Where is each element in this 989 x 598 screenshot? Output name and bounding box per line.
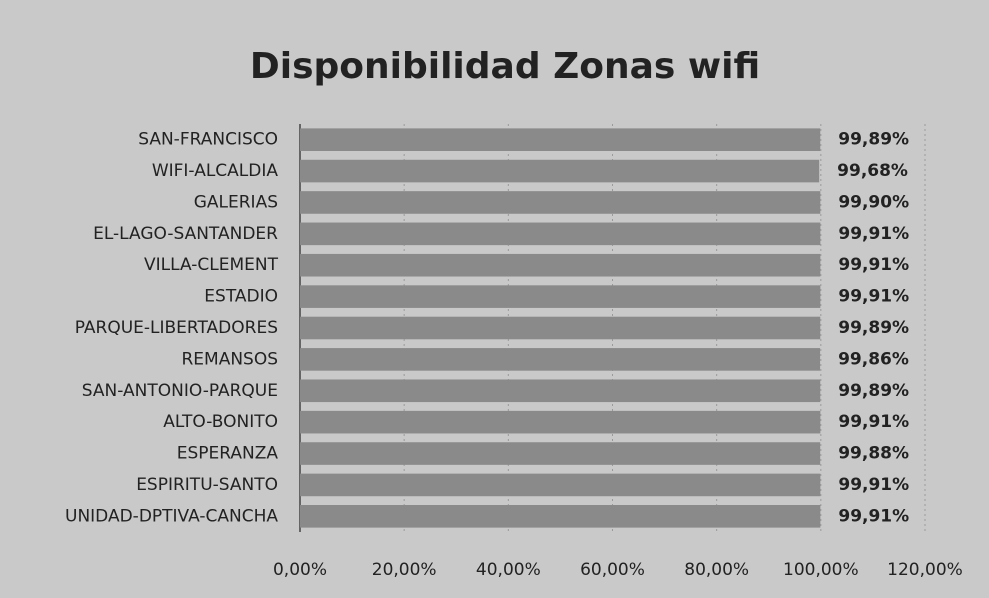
data-label: 99,91%: [838, 224, 909, 244]
bar: [300, 505, 821, 528]
bar: [300, 348, 821, 371]
y-tick-label: VILLA-CLEMENT: [144, 255, 279, 275]
bar: [300, 253, 821, 277]
y-tick-label: SAN-ANTONIO-PARQUE: [82, 381, 278, 401]
data-label: 99,91%: [838, 412, 909, 432]
data-label: 99,91%: [838, 506, 909, 526]
bar: [300, 316, 821, 340]
y-tick-label: ESPIRITU-SANTO: [136, 475, 278, 495]
data-label: 99,91%: [838, 287, 909, 307]
y-tick-label: ESPERANZA: [177, 444, 279, 464]
y-tick-label: ALTO-BONITO: [163, 412, 278, 432]
bar: [300, 410, 821, 434]
x-tick-label: 40,00%: [476, 560, 541, 580]
y-tick-label: EL-LAGO-SANTANDER: [93, 224, 278, 244]
data-label: 99,68%: [837, 161, 908, 181]
y-tick-label: ESTADIO: [204, 287, 278, 307]
bar: [300, 191, 821, 214]
x-tick-label: 100,00%: [783, 560, 859, 580]
x-tick-label: 60,00%: [580, 560, 645, 580]
bar: [300, 379, 821, 403]
x-tick-label: 80,00%: [684, 560, 749, 580]
bar: [300, 442, 821, 465]
y-tick-label: WIFI-ALCALDIA: [152, 161, 279, 181]
y-tick-label: UNIDAD-DPTIVA-CANCHA: [65, 506, 278, 526]
data-label: 99,89%: [838, 318, 909, 338]
data-label: 99,90%: [838, 192, 909, 212]
bar: [300, 285, 821, 308]
y-tick-label: GALERIAS: [194, 192, 278, 212]
x-tick-label: 20,00%: [372, 560, 437, 580]
bar: [300, 473, 821, 497]
data-label: 99,91%: [838, 255, 909, 275]
data-label: 99,88%: [838, 444, 909, 464]
bar: [300, 128, 821, 151]
bar: [300, 222, 821, 246]
bar: [300, 159, 820, 183]
x-tick-label: 120,00%: [887, 560, 963, 580]
y-tick-label: REMANSOS: [181, 349, 278, 369]
x-tick-label: 0,00%: [273, 560, 327, 580]
y-tick-label: PARQUE-LIBERTADORES: [75, 318, 278, 338]
y-tick-label: SAN-FRANCISCO: [138, 130, 278, 150]
data-label: 99,89%: [838, 381, 909, 401]
data-label: 99,86%: [838, 349, 909, 369]
chart-title: Disponibilidad Zonas wifi: [250, 46, 760, 87]
data-label: 99,89%: [838, 130, 909, 150]
data-label: 99,91%: [838, 475, 909, 495]
